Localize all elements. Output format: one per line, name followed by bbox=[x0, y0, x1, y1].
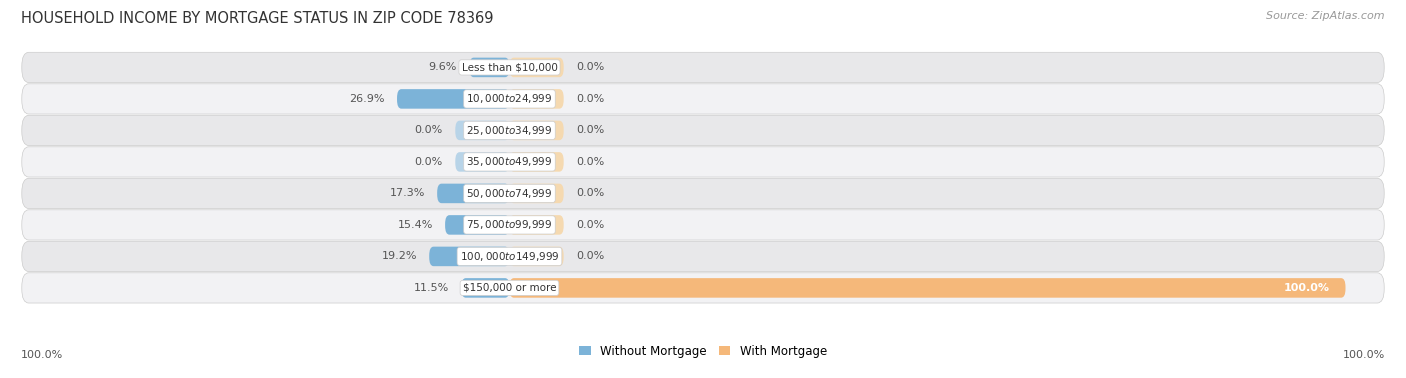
FancyBboxPatch shape bbox=[22, 210, 1384, 240]
FancyBboxPatch shape bbox=[22, 115, 1384, 146]
FancyBboxPatch shape bbox=[22, 147, 1384, 177]
Text: $50,000 to $74,999: $50,000 to $74,999 bbox=[467, 187, 553, 200]
Text: 0.0%: 0.0% bbox=[576, 220, 605, 230]
Text: 0.0%: 0.0% bbox=[576, 62, 605, 73]
Text: 17.3%: 17.3% bbox=[389, 188, 425, 198]
Text: 100.0%: 100.0% bbox=[21, 350, 63, 360]
Text: 26.9%: 26.9% bbox=[349, 94, 385, 104]
FancyBboxPatch shape bbox=[446, 215, 509, 235]
Text: 0.0%: 0.0% bbox=[576, 251, 605, 262]
Text: 100.0%: 100.0% bbox=[1284, 283, 1330, 293]
Text: HOUSEHOLD INCOME BY MORTGAGE STATUS IN ZIP CODE 78369: HOUSEHOLD INCOME BY MORTGAGE STATUS IN Z… bbox=[21, 11, 494, 26]
FancyBboxPatch shape bbox=[456, 152, 509, 172]
FancyBboxPatch shape bbox=[509, 89, 564, 109]
Text: 11.5%: 11.5% bbox=[413, 283, 449, 293]
Text: 19.2%: 19.2% bbox=[381, 251, 416, 262]
FancyBboxPatch shape bbox=[456, 121, 509, 140]
Legend: Without Mortgage, With Mortgage: Without Mortgage, With Mortgage bbox=[574, 340, 832, 362]
FancyBboxPatch shape bbox=[509, 184, 564, 203]
FancyBboxPatch shape bbox=[437, 184, 509, 203]
Text: 0.0%: 0.0% bbox=[576, 125, 605, 135]
FancyBboxPatch shape bbox=[396, 89, 509, 109]
Text: 0.0%: 0.0% bbox=[576, 157, 605, 167]
Text: 0.0%: 0.0% bbox=[576, 188, 605, 198]
Text: $100,000 to $149,999: $100,000 to $149,999 bbox=[460, 250, 560, 263]
FancyBboxPatch shape bbox=[22, 178, 1384, 209]
Text: Less than $10,000: Less than $10,000 bbox=[461, 62, 557, 73]
FancyBboxPatch shape bbox=[509, 152, 564, 172]
FancyBboxPatch shape bbox=[509, 58, 564, 77]
FancyBboxPatch shape bbox=[22, 273, 1384, 303]
Text: $150,000 or more: $150,000 or more bbox=[463, 283, 557, 293]
Text: 15.4%: 15.4% bbox=[398, 220, 433, 230]
Text: $25,000 to $34,999: $25,000 to $34,999 bbox=[467, 124, 553, 137]
Text: $75,000 to $99,999: $75,000 to $99,999 bbox=[467, 218, 553, 231]
Text: Source: ZipAtlas.com: Source: ZipAtlas.com bbox=[1267, 11, 1385, 21]
FancyBboxPatch shape bbox=[22, 241, 1384, 271]
FancyBboxPatch shape bbox=[470, 58, 509, 77]
FancyBboxPatch shape bbox=[22, 52, 1384, 82]
FancyBboxPatch shape bbox=[461, 278, 509, 298]
Text: $35,000 to $49,999: $35,000 to $49,999 bbox=[467, 155, 553, 169]
FancyBboxPatch shape bbox=[509, 215, 564, 235]
Text: 0.0%: 0.0% bbox=[415, 125, 443, 135]
FancyBboxPatch shape bbox=[509, 121, 564, 140]
Text: 100.0%: 100.0% bbox=[1343, 350, 1385, 360]
FancyBboxPatch shape bbox=[22, 84, 1384, 114]
FancyBboxPatch shape bbox=[509, 246, 564, 266]
Text: 9.6%: 9.6% bbox=[429, 62, 457, 73]
FancyBboxPatch shape bbox=[509, 278, 1346, 298]
Text: 0.0%: 0.0% bbox=[576, 94, 605, 104]
FancyBboxPatch shape bbox=[429, 246, 509, 266]
Text: $10,000 to $24,999: $10,000 to $24,999 bbox=[467, 92, 553, 105]
Text: 0.0%: 0.0% bbox=[415, 157, 443, 167]
